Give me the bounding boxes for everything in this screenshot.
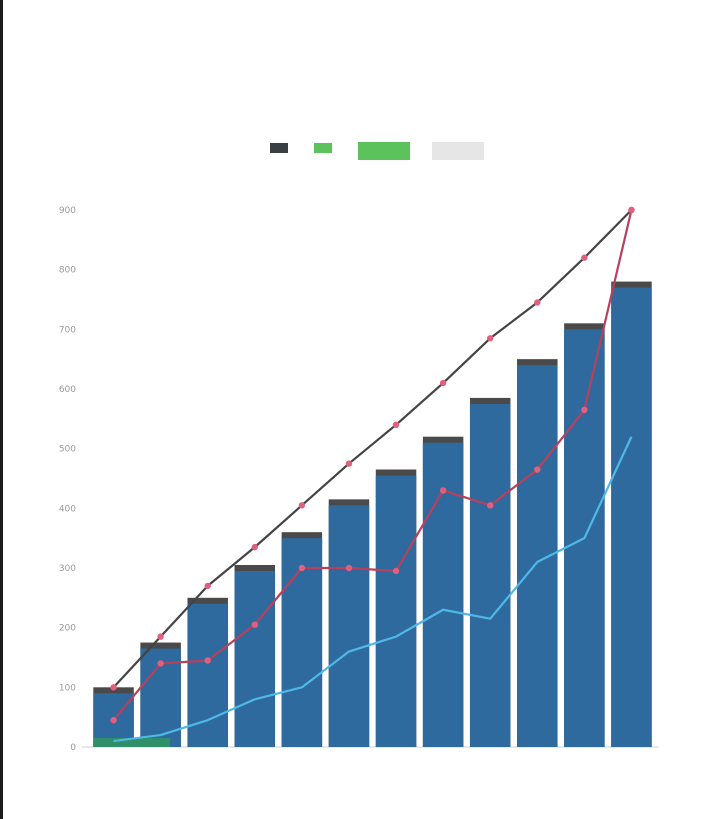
bar [187,603,228,747]
bar [375,475,417,747]
series-marker [392,421,400,428]
series-line [113,436,633,743]
bar [469,403,511,747]
series-marker [345,460,353,467]
series-marker [298,502,306,509]
legend-swatch [314,143,332,153]
series-marker [251,621,258,628]
series-marker [392,567,400,575]
series-marker [204,582,211,590]
y-tick-label: 200 [59,624,76,634]
series-marker [204,657,211,664]
series-marker [298,564,306,572]
series-marker [487,502,494,509]
y-tick-label: 400 [59,504,76,514]
series-marker [581,406,588,414]
y-tick-label: 600 [59,385,76,395]
series-marker [345,564,353,572]
series-marker [439,379,447,387]
series-marker [251,543,258,551]
series-marker [439,487,447,494]
series-marker [534,299,541,306]
series-marker [157,660,164,667]
legend-bar-swatch [432,142,484,160]
bar [234,570,276,747]
series-marker [581,254,588,261]
series-marker [110,684,117,691]
y-tick-label: 900 [59,206,76,216]
line-series [110,206,635,743]
series-marker [487,335,494,342]
left-edge-rule [0,0,3,819]
series-marker [534,466,541,473]
bar [328,505,370,747]
chart-legend [270,142,506,160]
series-marker [157,633,164,640]
y-tick-label: 700 [59,325,76,335]
legend-swatch [270,143,288,153]
bar-series [93,281,652,747]
bar-overlay [93,738,171,747]
y-tick-label: 100 [59,683,76,693]
y-tick-label: 800 [59,266,76,276]
series-marker [110,716,117,724]
y-tick-label: 300 [59,564,76,574]
bar [611,287,652,747]
series-line [112,209,633,689]
legend-bar-swatch [358,142,410,160]
series-line [112,209,633,721]
legend-item[interactable] [314,142,336,153]
legend-item[interactable] [270,142,292,153]
bar [281,538,323,747]
series-marker [628,206,635,214]
y-tick-label: 500 [59,445,76,455]
y-tick-label: 0 [70,743,76,753]
